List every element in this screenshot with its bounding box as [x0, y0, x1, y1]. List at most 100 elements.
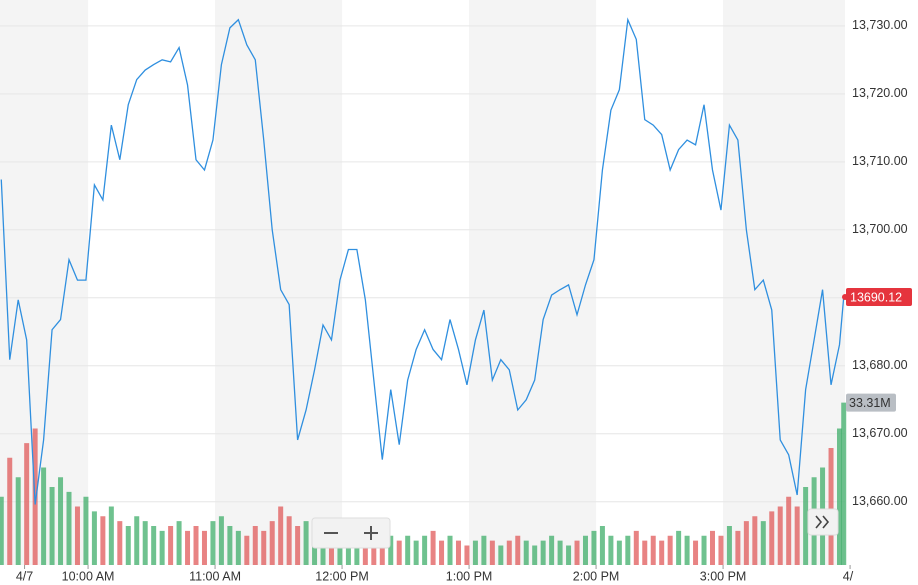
- volume-bar: [582, 535, 588, 565]
- volume-bar: [566, 545, 572, 565]
- y-tick-label: 13,700.00: [852, 222, 908, 236]
- x-tick-label: 11:00 AM: [189, 569, 241, 583]
- volume-bar: [159, 530, 165, 565]
- volume-bar: [676, 530, 682, 565]
- zoom-controls: [311, 517, 391, 549]
- y-tick-label: 13,720.00: [852, 86, 908, 100]
- volume-bar: [210, 521, 216, 565]
- volume-bar: [523, 540, 529, 565]
- volume-bar: [743, 521, 749, 565]
- volume-bar: [549, 535, 555, 565]
- volume-bar: [134, 516, 140, 565]
- y-tick-label: 13,710.00: [852, 154, 908, 168]
- volume-bar: [41, 467, 47, 565]
- y-tick-label: 13,680.00: [852, 358, 908, 372]
- volume-bar: [295, 526, 301, 565]
- volume-bar: [286, 516, 292, 565]
- volume-bar: [769, 511, 775, 565]
- volume-tag: [846, 393, 896, 412]
- volume-bar: [49, 487, 55, 565]
- volume-bar: [396, 540, 402, 565]
- volume-bar: [667, 535, 673, 565]
- volume-bar: [151, 526, 157, 565]
- x-tick-label: 10:00 AM: [62, 569, 115, 583]
- volume-bar: [591, 530, 597, 565]
- volume-bar: [633, 530, 639, 565]
- volume-bar: [430, 530, 436, 565]
- volume-bar: [472, 540, 478, 565]
- volume-bar: [625, 535, 631, 565]
- volume-bar: [726, 526, 732, 565]
- volume-bar: [709, 530, 715, 565]
- session-band: [215, 0, 343, 565]
- volume-bar: [841, 402, 847, 565]
- y-tick-label: 13,670.00: [852, 426, 908, 440]
- grid: [0, 25, 851, 569]
- volume-bar: [388, 535, 394, 565]
- scroll-right-button[interactable]: [807, 508, 839, 536]
- volume-bar: [345, 535, 351, 565]
- volume-bar: [235, 530, 241, 565]
- volume-bar: [244, 535, 250, 565]
- volume-bar: [142, 521, 148, 565]
- zoom-out-button[interactable]: [314, 520, 348, 546]
- volume-bar: [91, 511, 97, 565]
- volume-bar: [0, 496, 4, 565]
- volume-bar: [760, 521, 766, 565]
- volume-bar: [447, 535, 453, 565]
- x-tick-label: 1:00 PM: [446, 569, 493, 583]
- x-tick-label: 4/7: [16, 569, 33, 583]
- volume-bar: [252, 526, 258, 565]
- volume-bar: [735, 530, 741, 565]
- x-tick-label: 2:00 PM: [573, 569, 620, 583]
- volume-bar: [693, 540, 699, 565]
- volume-bar: [701, 535, 707, 565]
- x-tick-label: 4/: [843, 569, 854, 583]
- volume-bar: [803, 487, 809, 565]
- volume-bar: [176, 521, 182, 565]
- volume-bar: [718, 535, 724, 565]
- volume-bar: [422, 535, 428, 565]
- volume-bar: [218, 516, 224, 565]
- last-price-label: 13690.12: [850, 290, 902, 304]
- volume-bar: [794, 506, 800, 565]
- volume-bar: [684, 535, 690, 565]
- volume-bar: [117, 521, 123, 565]
- volume-bar: [261, 530, 267, 565]
- volume-bar: [599, 526, 605, 565]
- volume-bar: [642, 540, 648, 565]
- volume-bar: [168, 526, 174, 565]
- y-tick-label: 13,660.00: [852, 494, 908, 508]
- x-tick-label: 12:00 PM: [315, 569, 369, 583]
- volume-bar: [540, 540, 546, 565]
- volume-bar: [15, 477, 21, 565]
- volume-bar: [201, 530, 207, 565]
- volume-bar: [185, 530, 191, 565]
- volume: [0, 402, 847, 565]
- volume-label: 33.31M: [849, 396, 891, 410]
- volume-bar: [405, 535, 411, 565]
- volume-bar: [303, 521, 309, 565]
- volume-bar: [74, 506, 80, 565]
- volume-bar: [108, 506, 114, 565]
- session-band: [469, 0, 597, 565]
- volume-bar: [532, 545, 538, 565]
- volume-bar: [498, 545, 504, 565]
- volume-bar: [777, 506, 783, 565]
- volume-bar: [650, 535, 656, 565]
- volume-bar: [464, 545, 470, 565]
- volume-bar: [227, 526, 233, 565]
- volume-bar: [278, 506, 284, 565]
- axis-labels: 13,660.0013,670.0013,680.0013,690.0013,7…: [16, 18, 912, 583]
- volume-bar: [83, 496, 89, 565]
- price-line: [0, 17, 845, 505]
- volume-bar: [439, 540, 445, 565]
- last-price-tag: [846, 287, 912, 306]
- zoom-box: [311, 517, 391, 549]
- volume-bar: [557, 540, 563, 565]
- zoom-in-button[interactable]: [355, 520, 389, 546]
- volume-bar: [515, 535, 521, 565]
- volume-bar: [836, 428, 842, 565]
- volume-bar: [193, 526, 199, 565]
- volume-bar: [413, 540, 419, 565]
